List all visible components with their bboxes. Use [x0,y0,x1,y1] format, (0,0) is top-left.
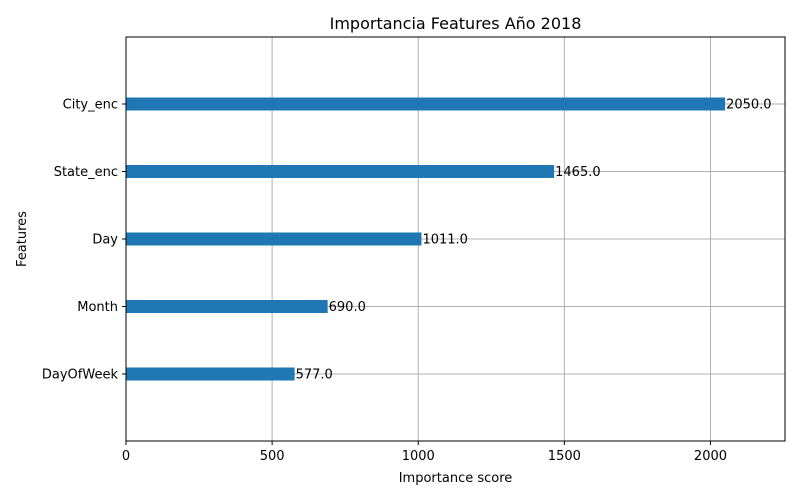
bar [126,165,555,178]
y-tick-label: State_enc [54,165,118,180]
y-tick-label: City_enc [63,98,118,113]
y-axis-label: Features [15,211,30,267]
y-tick-label: Day [92,233,118,248]
x-tick-label: 500 [260,449,285,464]
x-tick-label: 1500 [548,449,581,464]
bar [126,97,726,111]
bar-value-label: 690.0 [329,300,366,315]
chart-title: Importancia Features Año 2018 [330,14,582,33]
bar-value-label: 577.0 [296,368,333,383]
x-axis-label: Importance score [399,471,513,486]
x-tick-label: 0 [122,449,130,464]
ticks-layer: 0 500 1000 1500 2000 DayOfWeek Month Day State_e… [42,98,727,465]
y-tick-label: Month [77,300,118,315]
y-tick-label: DayOfWeek [42,368,119,383]
bars-layer [126,97,726,381]
bar [126,367,295,381]
bar [126,232,422,246]
bar [126,300,328,313]
bar-value-label: 1465.0 [555,165,601,180]
bar-value-label: 1011.0 [422,233,468,248]
bar-value-label: 2050.0 [726,98,772,113]
x-tick-label: 2000 [694,449,727,464]
data-labels-layer: 577.0 690.0 1011.0 1465.0 2050.0 [296,98,772,383]
x-tick-label: 1000 [402,449,435,464]
